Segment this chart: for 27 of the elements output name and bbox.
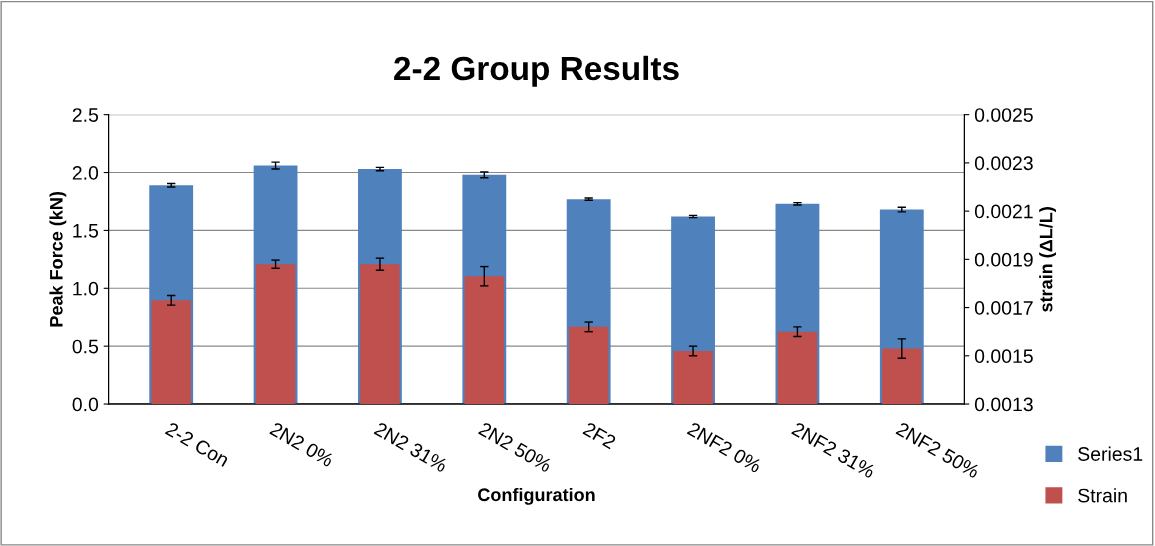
y2-tick-label: 0.0013: [974, 397, 1033, 412]
y-tick-label: 1.5: [73, 224, 99, 238]
chart-title: 2-2 Group Results: [394, 55, 679, 87]
y2-tick-label: 0.0023: [974, 156, 1033, 171]
y-tick-label: 2.0: [72, 166, 99, 180]
legend-label: Strain: [1078, 488, 1127, 503]
y2-tick-label: 0.0015: [974, 349, 1033, 364]
x-tick-label: 2F2: [582, 421, 617, 450]
y-tick-label: 2.5: [72, 108, 99, 122]
y2-tick-label: 0.0019: [974, 252, 1033, 267]
x-axis-title: Configuration: [478, 487, 595, 505]
y2-tick-label: 0.0025: [974, 108, 1033, 122]
legend-label: Series1: [1078, 446, 1143, 461]
y-tick-label: 1.0: [73, 281, 99, 296]
x-tick-label: 2N2 0%: [269, 421, 335, 468]
y-axis-title: Peak Force (kN): [49, 192, 67, 327]
x-tick-label: 2NF2 31%: [791, 421, 877, 479]
x-tick-label: 2N2 50%: [478, 421, 553, 473]
x-tick-label: 2-2 Con: [164, 421, 230, 468]
y-tick-label: 0.0: [72, 397, 99, 412]
y2-tick-label: 0.0021: [974, 204, 1033, 219]
x-tick-label: 2NF2 0%: [686, 421, 763, 474]
y2-tick-label: 0.0017: [974, 301, 1033, 315]
x-tick-label: 2NF2 50%: [895, 421, 981, 479]
y2-axis-title: strain (ΔL/L): [1039, 207, 1056, 312]
x-tick-label: 2N2 31%: [373, 421, 449, 473]
y-tick-label: 0.5: [72, 339, 99, 354]
